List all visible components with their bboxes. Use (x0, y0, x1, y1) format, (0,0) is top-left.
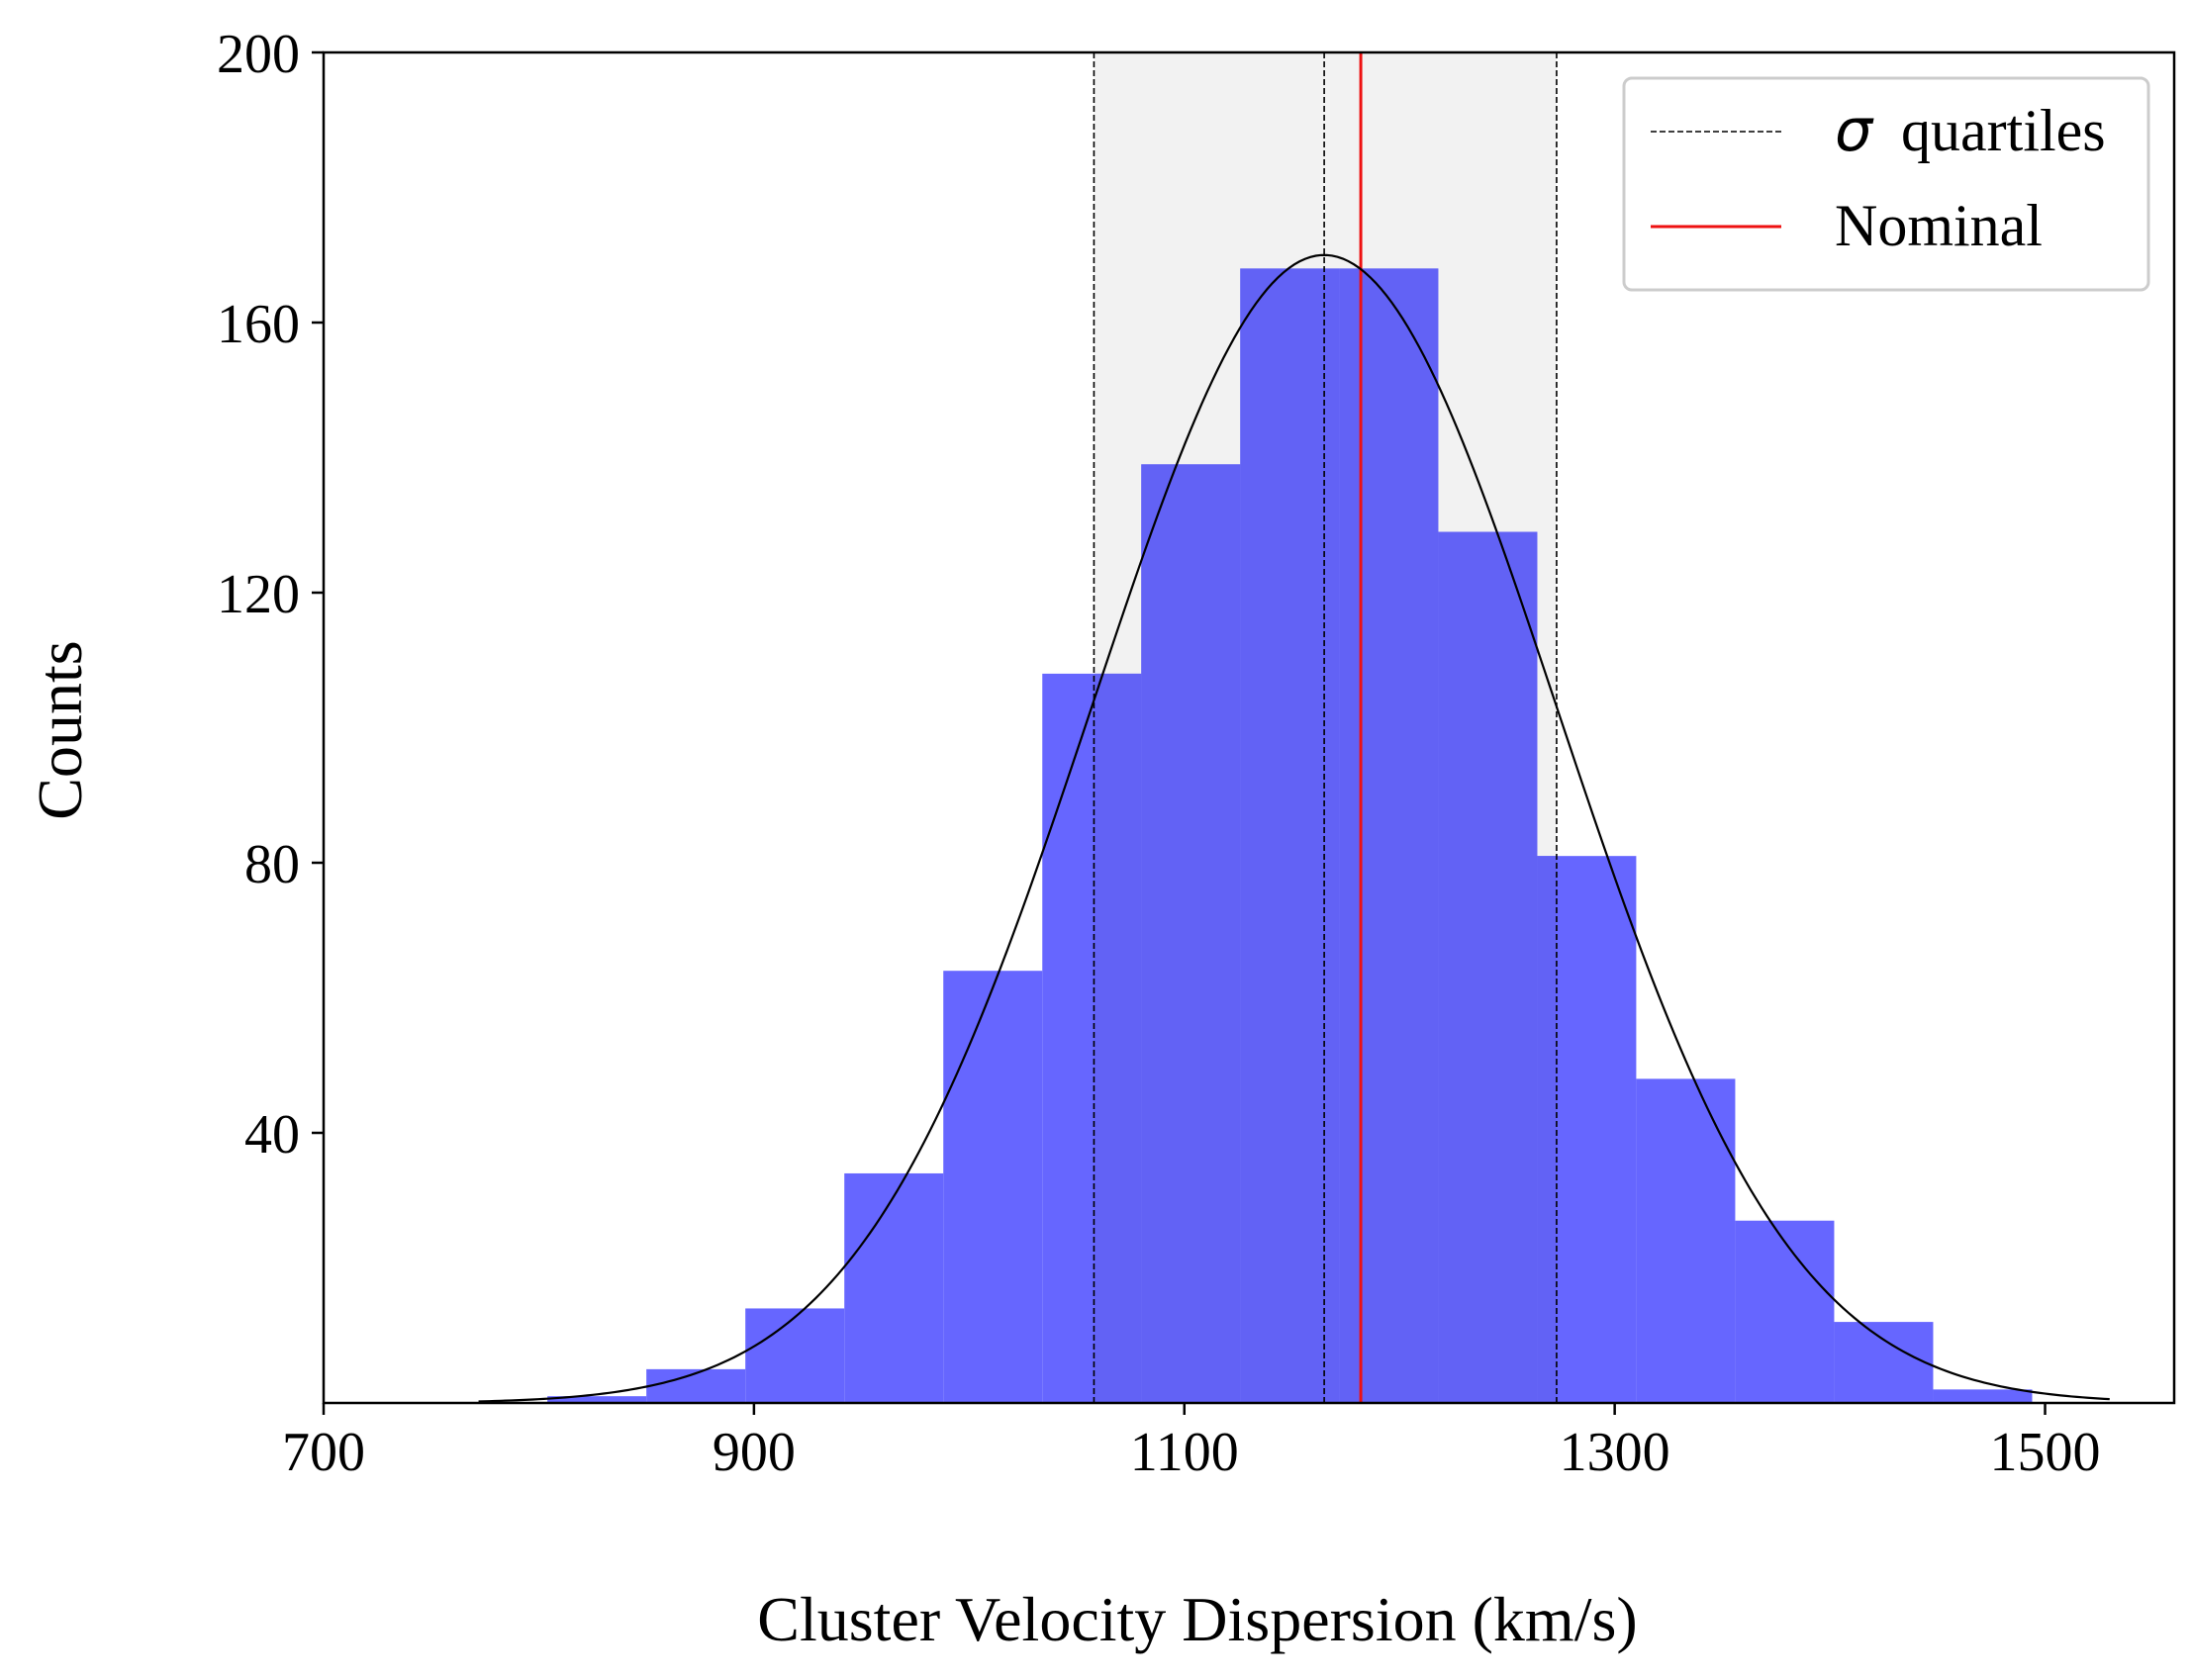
legend: σ quartiles Nominal (1622, 76, 2150, 292)
histogram-bar-overlap (1537, 856, 1557, 1403)
histogram-bar-overlap (1240, 268, 1340, 1403)
histogram-bar (1636, 1078, 1736, 1403)
histogram-bar-overlap (1339, 268, 1439, 1403)
sigma-symbol: σ (1835, 96, 1874, 165)
legend-nominal-label: Nominal (1835, 193, 2043, 258)
plot-area (478, 52, 2110, 1403)
y-tick-label: 160 (217, 294, 300, 355)
quartiles-text: quartiles (1901, 98, 2106, 163)
axes: 700 900 1100 1300 1500 40 80 120 160 200 (217, 24, 2176, 1483)
histogram-bar (943, 971, 1043, 1403)
histogram-bar (547, 1396, 647, 1403)
x-tick-label: 900 (713, 1422, 796, 1483)
histogram-bar (646, 1368, 746, 1403)
y-tick-label: 120 (217, 564, 300, 625)
histogram-bar (1735, 1220, 1835, 1403)
x-axis-label: Cluster Velocity Dispersion (km/s) (757, 1584, 1637, 1654)
x-tick-label: 700 (282, 1422, 365, 1483)
histogram-bar (1834, 1322, 1934, 1403)
histogram-bar (844, 1172, 944, 1403)
gaussian-fit-curve (478, 253, 2110, 1403)
legend-frame (1622, 76, 2150, 292)
x-tick-label: 1500 (1990, 1422, 2101, 1483)
histogram-bar (745, 1308, 845, 1403)
y-tick-label: 200 (217, 24, 300, 85)
histogram-bar (1933, 1389, 2033, 1403)
y-tick-label: 80 (244, 834, 300, 895)
legend-quartiles-label: σ quartiles (1835, 96, 2106, 165)
histogram-bar-overlap (1094, 673, 1142, 1403)
y-axis-label: Counts (25, 640, 95, 819)
histogram-bar-overlap (1438, 531, 1538, 1403)
x-tick-label: 1100 (1130, 1422, 1239, 1483)
x-tick-label: 1300 (1560, 1422, 1670, 1483)
histogram-bar-overlap (1141, 464, 1241, 1403)
y-tick-label: 40 (244, 1104, 300, 1166)
axes-frame (322, 50, 2176, 1405)
